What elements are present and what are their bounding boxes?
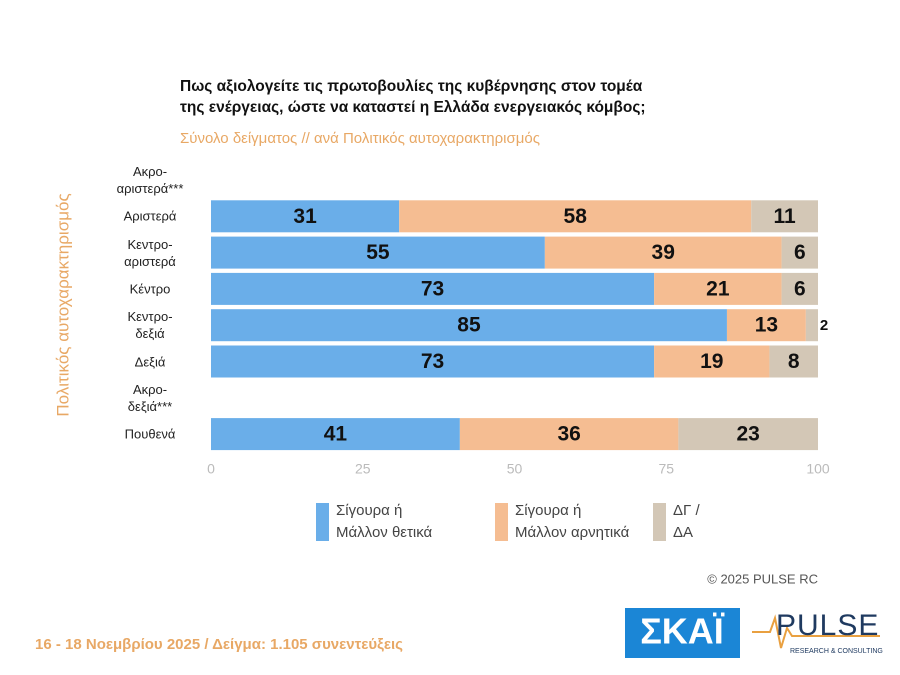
value-label: 31: [293, 205, 317, 228]
value-label: 36: [557, 423, 580, 446]
pulse-line: [752, 614, 880, 649]
legend-label: ΔΓ / ΔΑ: [673, 502, 700, 541]
x-tick-label: 0: [207, 461, 215, 477]
bar-segment: [211, 309, 727, 342]
x-tick-label: 50: [507, 461, 523, 477]
y-tick-label: Πουθενά: [124, 426, 176, 442]
y-tick-label: Ακρο- αριστερά***: [116, 164, 184, 196]
y-tick-label: Δεξιά: [134, 354, 166, 369]
value-label: 23: [737, 423, 760, 446]
value-label: 2: [820, 317, 828, 334]
value-label: 73: [421, 277, 444, 300]
x-tick-label: 100: [806, 461, 830, 477]
value-label: 55: [366, 241, 390, 264]
copyright: © 2025 PULSE RC: [707, 571, 818, 586]
bar-segment: [781, 236, 818, 269]
value-label: 19: [700, 350, 723, 373]
bar-segment: [751, 200, 818, 233]
legend-label: Σίγουρα ή Μάλλον αρνητικά: [515, 502, 630, 541]
footer: 16 - 18 Νοεμβρίου 2025 / Δείγμα: 1.105 σ…: [35, 636, 403, 653]
y-tick-label: Κεντρο- δεξιά: [127, 309, 173, 342]
skai-logo: ΣΚΑΪ: [640, 611, 725, 652]
bar-segment: [654, 272, 782, 305]
value-label: 73: [421, 350, 444, 373]
legend-swatch: [653, 503, 666, 541]
legend-label: Σίγουρα ή Μάλλον θετικά: [336, 502, 433, 541]
y-tick-label: Αριστερά: [123, 208, 177, 224]
value-label: 58: [564, 205, 588, 228]
bar-segment: [211, 236, 545, 269]
chart-title: Πως αξιολογείτε τις πρωτοβουλίες της κυβ…: [180, 78, 646, 116]
y-tick-label: Κέντρο: [129, 281, 171, 297]
bar-segment: [211, 272, 655, 305]
bar-segment: [544, 236, 782, 269]
bar-segment: [211, 345, 655, 378]
x-tick-label: 25: [355, 461, 371, 477]
value-label: 39: [652, 241, 675, 264]
bar-segment: [726, 309, 806, 342]
y-tick-label: Ακρο- δεξιά***: [127, 381, 173, 414]
bar-segment: [805, 309, 818, 342]
y-tick-label: Κεντρο- αριστερά: [124, 236, 176, 269]
y-axis-label: Πολιτικός αυτοχαρακτηρισμός: [53, 193, 72, 416]
bar-segment: [781, 272, 818, 305]
chart-subtitle: Σύνολο δείγματος // ανά Πολιτικός αυτοχα…: [180, 130, 540, 147]
value-label: 13: [755, 314, 778, 337]
bar-segment: [211, 200, 400, 233]
value-label: 85: [457, 314, 481, 337]
bar-segment: [769, 345, 818, 378]
pulse-tagline: RESEARCH & CONSULTING: [790, 648, 883, 655]
value-label: 6: [794, 241, 806, 264]
pulse-logo: PULSE: [776, 609, 879, 642]
skai-logo-box: [625, 608, 740, 658]
value-label: 11: [774, 205, 797, 228]
value-label: 21: [706, 277, 730, 300]
x-tick-label: 75: [658, 461, 674, 477]
bar-segment: [678, 418, 818, 451]
value-label: 41: [324, 423, 348, 446]
legend-swatch: [495, 503, 508, 541]
value-label: 6: [794, 277, 806, 300]
bar-segment: [399, 200, 752, 233]
value-label: 8: [788, 350, 800, 373]
bar-segment: [459, 418, 679, 451]
bar-segment: [654, 345, 770, 378]
legend-swatch: [316, 503, 329, 541]
bar-segment: [211, 418, 460, 451]
